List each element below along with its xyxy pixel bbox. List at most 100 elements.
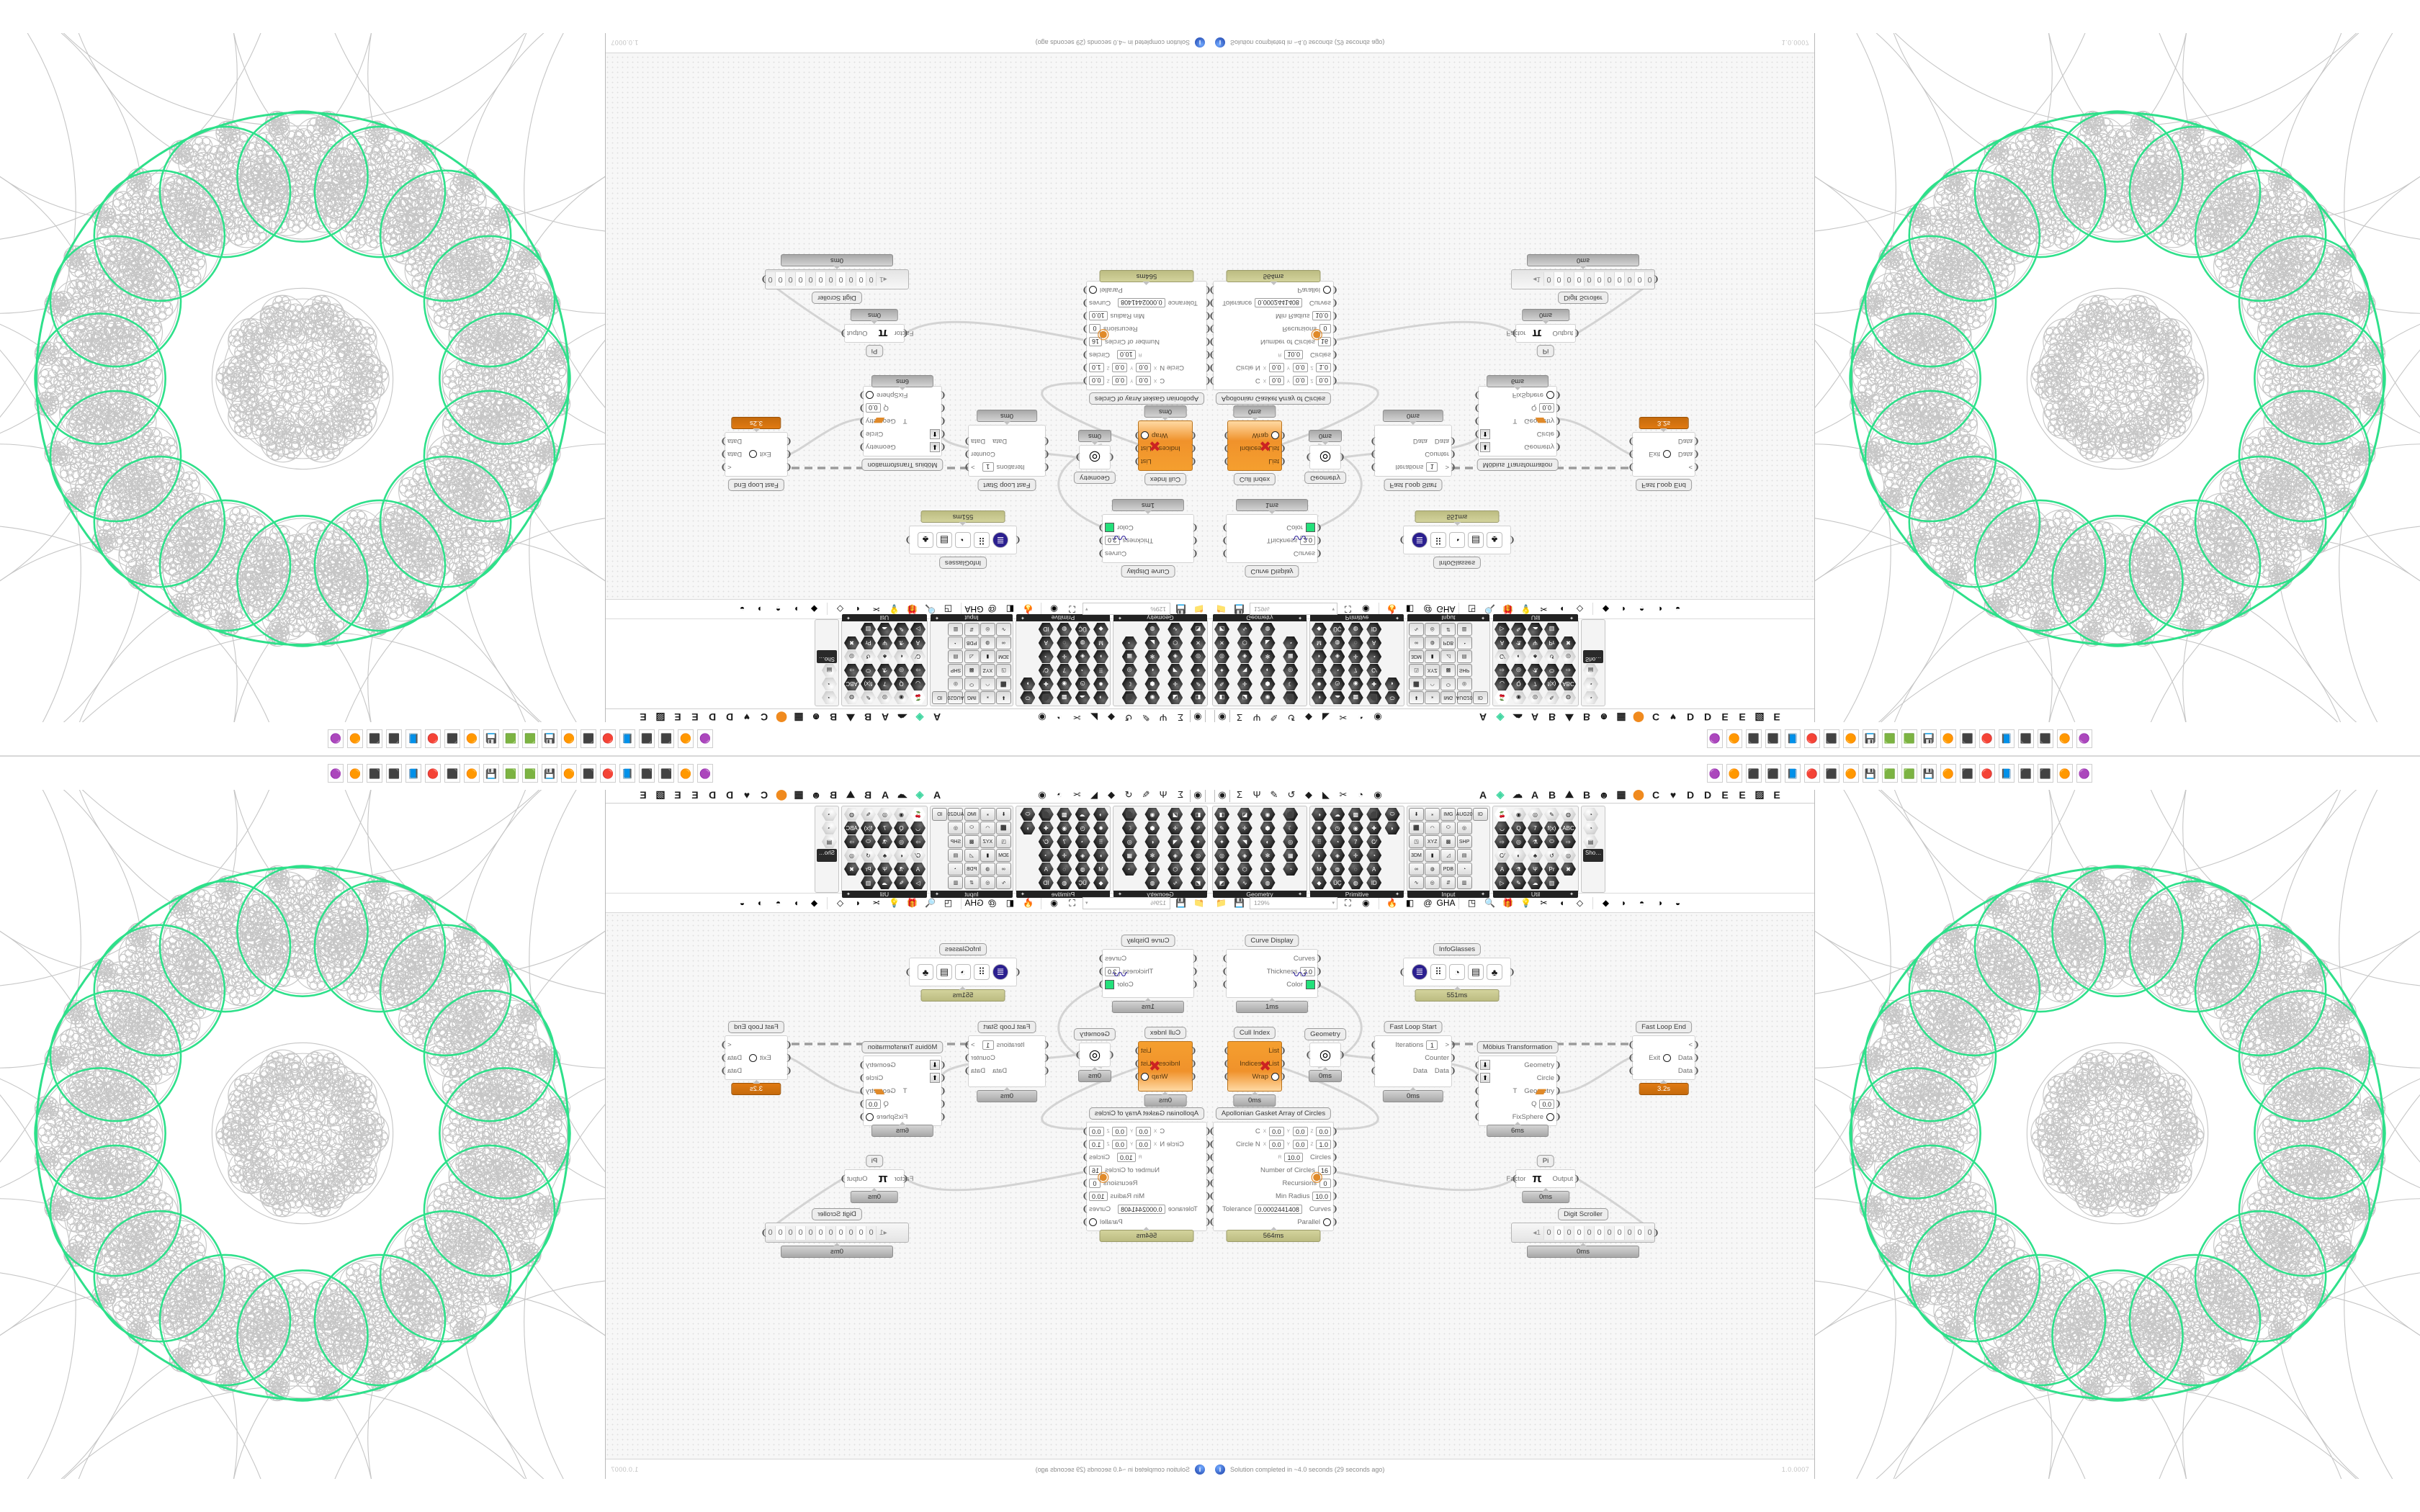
component-icon-util-9[interactable]: ◐	[894, 650, 909, 663]
component-icon-primitive-24[interactable]: ⬭	[1385, 691, 1400, 704]
component-icon-util-20[interactable]: ⬭	[1544, 664, 1559, 677]
component-icon-input-23[interactable]: ▥	[948, 876, 964, 889]
taskbar-icon-7[interactable]: 🟠	[561, 764, 577, 783]
digit-cell-9[interactable]: 0	[1634, 1225, 1644, 1240]
panel-label-primitive[interactable]: Primitive ✦	[1310, 891, 1404, 898]
component-icon-input-20[interactable]: SHP	[1456, 835, 1472, 848]
panel-label-input[interactable]: Input ✦	[931, 614, 1013, 621]
component-icon-util-15[interactable]: ♣	[1528, 849, 1543, 862]
component-icon-util-12[interactable]: ◎	[877, 808, 892, 821]
infoglass-button-1[interactable]: ⠿	[974, 964, 990, 980]
row-value-1[interactable]: 0.0	[1112, 376, 1128, 386]
component-body-curve-display[interactable]: Curves ❨ ❩ Thickness 2.0 ❨ ❩ Color ❨ ❩ 〰	[1098, 949, 1198, 998]
digit-cell-4[interactable]: 0	[826, 272, 836, 287]
infoglass-button-3[interactable]: ▤	[1468, 532, 1484, 548]
component-icon-primitive-16[interactable]: ◌	[1348, 863, 1363, 876]
component-icon-primitive-23[interactable]: ID	[1039, 623, 1054, 636]
component-icon-geometry-13[interactable]: ⬢	[1145, 822, 1160, 834]
component-icon-input-22[interactable]: ◔	[948, 636, 964, 649]
component-icon-util-19[interactable]: f(x)	[861, 678, 876, 690]
row-value-0[interactable]: 0.0	[1269, 363, 1284, 373]
digit-cell-3[interactable]: 0	[1574, 272, 1584, 287]
component-icon-primitive-17[interactable]: ◍	[1348, 876, 1363, 889]
component-icon-util-6[interactable]: ◉	[894, 808, 909, 821]
taskbar-icon-11[interactable]: 💾	[1921, 764, 1937, 783]
component-icon-geometry-3[interactable]: ◎	[1214, 849, 1229, 862]
component-icon-input-6[interactable]: ⁎	[1425, 691, 1440, 704]
taskbar-icon-7[interactable]: 🟠	[1843, 729, 1859, 748]
component-icon-primitive-1[interactable]: ✹	[1312, 822, 1327, 834]
component-icon-primitive-2[interactable]: ⠿	[1312, 664, 1327, 677]
infoglass-button-3[interactable]: ▤	[936, 964, 952, 980]
component-icon-primitive-3[interactable]: ◗	[1312, 849, 1327, 862]
taskbar-icon-17[interactable]: ⬛	[367, 764, 382, 783]
component-icon-input-10[interactable]: ◍	[980, 863, 995, 876]
toggle-knob[interactable]	[1323, 1218, 1331, 1226]
taskbar-icon-4[interactable]: 📘	[619, 764, 635, 783]
component-body-geometry-param[interactable]: ◎ ❨ ❩	[1075, 445, 1115, 469]
component-icon-util-4[interactable]: A	[910, 863, 926, 876]
taskbar-icon-10[interactable]: 🟩	[503, 764, 519, 783]
component-pi[interactable]: Pi Factor π Output ❨ ❩ 0ms	[1507, 1155, 1580, 1203]
component-icon-util-2[interactable]: ⇨	[910, 664, 926, 677]
toolbar-icon-right-17[interactable]: ◒	[735, 602, 750, 617]
component-icon-util-1[interactable]: ◡	[1494, 822, 1510, 834]
grasshopper-canvas[interactable]: Curve Display Curves ❨ ❩ Thickness 2.0 ❨ ❩ Color…	[1210, 913, 1814, 1459]
component-body-cull-index[interactable]: List ❨ ❩ Indices List ❨ ❩ Wrap ❨ ❩ ✖	[1134, 420, 1197, 471]
ribbon-category-9[interactable]: ⬤	[1631, 788, 1646, 802]
component-icon-geometry-7[interactable]: ✛	[1168, 678, 1183, 690]
component-icon-primitive-10[interactable]: ◍	[1330, 636, 1345, 649]
component-icon-util-1[interactable]: ◡	[910, 822, 926, 834]
component-icon-primitive-4[interactable]: M	[1312, 636, 1327, 649]
component-icon-geometry-19[interactable]: ☾	[1283, 678, 1298, 690]
row-value[interactable]: 0.0002441408	[1118, 1204, 1165, 1214]
digit-cell-7[interactable]: 0	[796, 1225, 806, 1240]
component-icon-geometry-11[interactable]: ∿	[1237, 876, 1252, 889]
toolbar-icon-right-16[interactable]: ◑	[1652, 602, 1667, 617]
taskbar-icon-0[interactable]: 🟣	[1707, 729, 1723, 748]
component-icon-geometry-5[interactable]: ◩	[1214, 876, 1229, 889]
component-icon-primitive-25[interactable]: ◗	[1385, 678, 1400, 690]
digit-cell-5[interactable]: 0	[816, 1225, 826, 1240]
component-icon-util-4[interactable]: A	[1494, 863, 1510, 876]
component-icon-input-21[interactable]: ▤	[948, 849, 964, 862]
infoglass-button-3[interactable]: ▤	[936, 532, 952, 548]
row-value[interactable]: 2.0	[1105, 536, 1120, 546]
component-icon-geometry-11[interactable]: ∿	[1237, 623, 1252, 636]
component-body-infoglasses[interactable]: ≣ ⠿ ◔ ▤ ♣ ❨ ❩	[1399, 526, 1515, 554]
infoglass-button-4[interactable]: ♣	[918, 532, 933, 548]
component-icon-primitive-19[interactable]: ✚	[1366, 678, 1381, 690]
component-geometry-param[interactable]: Geometry ◎ ❨ ❩ 0ms	[1074, 1028, 1116, 1082]
component-icon-primitive-18[interactable]: ⬛	[1039, 691, 1054, 704]
component-icon-primitive-2[interactable]: ⠿	[1312, 835, 1327, 848]
component-icon-geometry-17[interactable]: ◍	[1145, 623, 1160, 636]
component-icon-input-10[interactable]: ◍	[1425, 636, 1440, 649]
component-icon-util-26[interactable]: ⇨	[844, 835, 859, 848]
component-icon-primitive-16[interactable]: ◌	[1057, 636, 1072, 649]
toolbar-icon-right-17[interactable]: ◒	[735, 896, 750, 911]
taskbar-icon-19[interactable]: 🟣	[2076, 764, 2092, 783]
component-icon-primitive-17[interactable]: ◍	[1348, 623, 1363, 636]
component-icon-util-20[interactable]: ⬭	[1544, 835, 1559, 848]
component-icon-util-9[interactable]: ◐	[1511, 650, 1526, 663]
color-swatch[interactable]	[1105, 979, 1114, 989]
component-curve-display[interactable]: Curve Display Curves ❨ ❩ Thickness 2.0 ❨ ❩ Color…	[1098, 499, 1198, 577]
component-icon-input-1[interactable]: ⬛	[996, 678, 1011, 690]
taskbar-icon-18[interactable]: 🟠	[347, 729, 363, 748]
component-apollonian-gasket[interactable]: Apollonian Gasket Array of Circles C X 0.0 Y…	[1210, 1107, 1338, 1242]
component-icon-geometry-17[interactable]: ◍	[1145, 876, 1160, 889]
component-icon-input-2[interactable]: ◳	[996, 664, 1011, 677]
component-icon-util-22[interactable]: Pr	[1544, 863, 1559, 876]
component-icon-geometry-6[interactable]: ◪	[1237, 691, 1252, 704]
toolbar-icon-right-7[interactable]: 🔍	[1482, 896, 1497, 911]
taskbar-icon-9[interactable]: 🟩	[522, 729, 538, 748]
component-icon-input-5[interactable]: ∿	[996, 876, 1011, 889]
panel-label-input[interactable]: Input ✦	[1407, 891, 1489, 898]
component-curve-display[interactable]: Curve Display Curves ❨ ❩ Thickness 2.0 ❨ ❩ Color…	[1222, 935, 1322, 1013]
digit-scroller-value-area[interactable]: ◂1	[1512, 1229, 1543, 1237]
taskbar-icon-1[interactable]: 🟠	[678, 764, 694, 783]
component-icon-util-11[interactable]: ✎	[894, 876, 909, 889]
digit-cell-0[interactable]: 0	[866, 1225, 877, 1240]
component-icon-util-23[interactable]: ▥	[861, 876, 876, 889]
panel-label-input[interactable]: Input ✦	[931, 891, 1013, 898]
